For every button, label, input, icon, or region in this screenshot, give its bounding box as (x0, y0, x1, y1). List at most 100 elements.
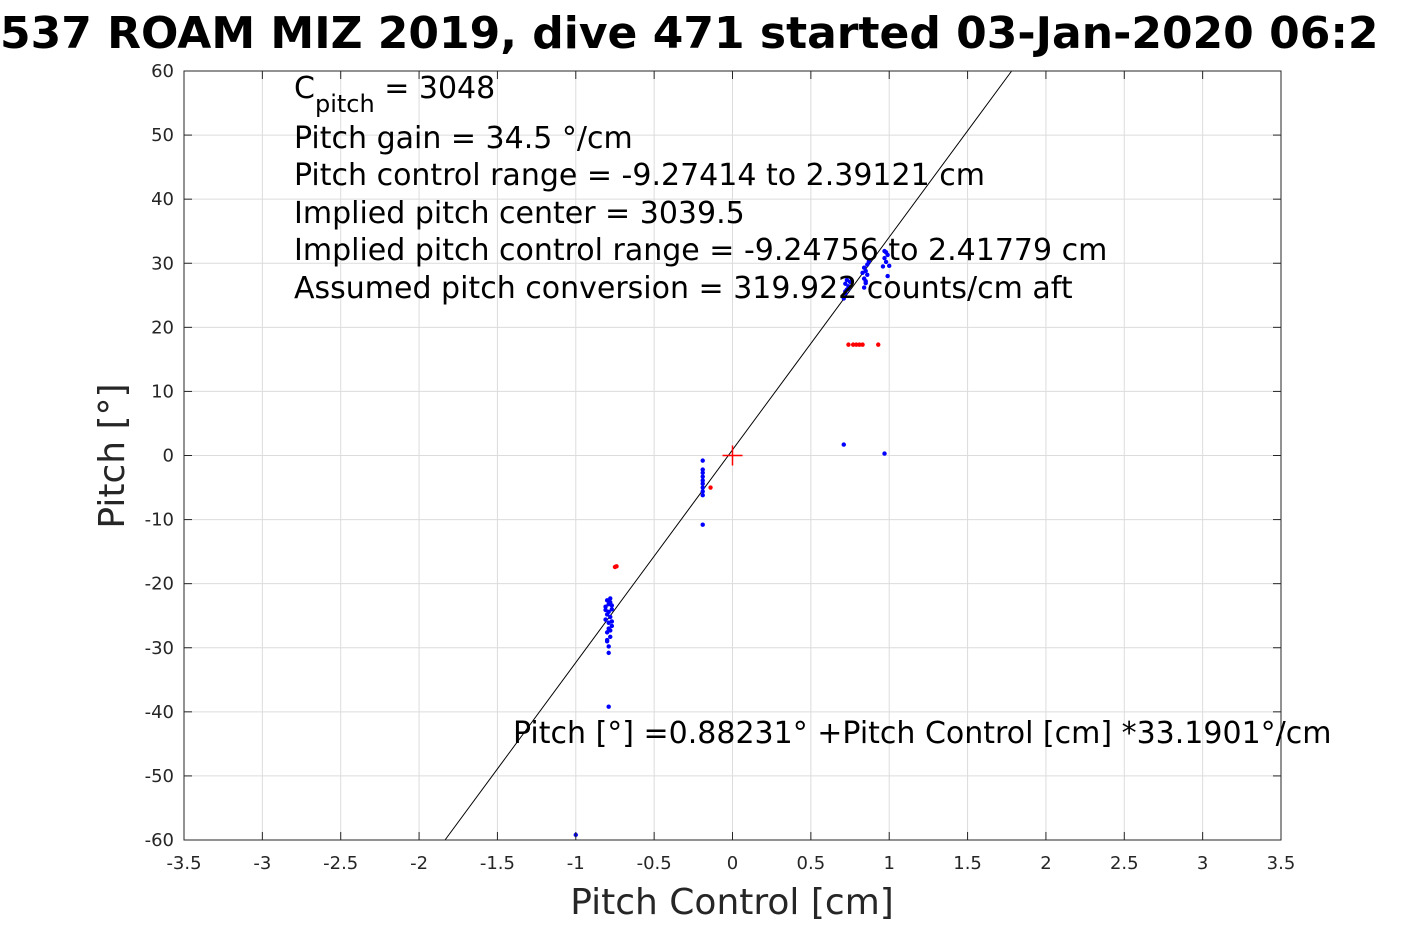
x-tick-label: -2 (410, 853, 428, 874)
blue-data-point (882, 248, 887, 254)
axis-ticks (183, 70, 1282, 841)
blue-data-point (700, 485, 705, 490)
y-tick-label: -20 (145, 574, 174, 595)
blue-data-point (882, 451, 887, 456)
y-tick-label: -10 (145, 510, 174, 531)
x-tick-label: -3 (253, 853, 271, 874)
blue-data-point (844, 277, 850, 283)
blue-data-point (700, 458, 705, 463)
blue-data-point (608, 596, 613, 601)
y-tick-label: 10 (151, 381, 174, 402)
center-marker (722, 445, 743, 466)
c-pitch-value: = 3048 (375, 71, 496, 106)
pitch-gain-annotation: Pitch gain = 34.5 °/cm (294, 121, 633, 156)
blue-data-point (865, 272, 870, 277)
blue-data-point (608, 628, 613, 633)
x-tick-label: 1.5 (953, 853, 982, 874)
blue-data-point (609, 603, 615, 608)
y-tick-label: 60 (151, 61, 174, 82)
blue-data-point (604, 637, 610, 643)
blue-data-point (609, 607, 615, 612)
blue-data-point (861, 265, 867, 270)
blue-data-point (700, 481, 705, 486)
x-tick-label: -1.5 (480, 853, 515, 874)
blue-data-point (700, 474, 705, 479)
x-axis-label: Pitch Control [cm] (570, 882, 894, 923)
c-pitch-subscript: pitch (315, 90, 375, 118)
assumed-pitch-conversion-annotation: Assumed pitch conversion = 319.922 count… (294, 271, 1073, 306)
red-data-point (860, 342, 865, 347)
red-data-point (612, 564, 618, 570)
blue-data-point (861, 285, 867, 290)
blue-data-point (841, 442, 846, 447)
blue-data-point (700, 493, 705, 498)
x-tick-label: -0.5 (637, 853, 672, 874)
x-tick-label: -3.5 (166, 853, 201, 874)
blue-data-point (883, 259, 889, 265)
blue-data-point (841, 296, 846, 301)
blue-data-point (880, 264, 886, 269)
data-points (573, 248, 892, 838)
y-tick-labels: 60 50 40 30 20 10 0 -10 -20 -30 -40 -50 -60 (145, 61, 174, 851)
blue-data-point (700, 478, 705, 483)
red-data-point (850, 342, 856, 347)
blue-data-point (843, 281, 848, 286)
blue-data-point (887, 263, 892, 269)
red-data-point (854, 342, 859, 347)
red-data-point (876, 342, 881, 347)
blue-data-point (606, 704, 611, 709)
blue-data-point (609, 619, 615, 624)
x-tick-label: 3.5 (1267, 853, 1296, 874)
chart-title: 537 ROAM MIZ 2019, dive 471 started 03-J… (0, 8, 1379, 59)
annotation-block: Cpitch = 3048 Pitch gain = 34.5 °/cm Pit… (294, 71, 1331, 751)
blue-data-point (885, 273, 890, 279)
blue-data-point (606, 650, 611, 656)
blue-data-point (603, 607, 608, 613)
blue-data-point (603, 617, 608, 622)
red-data-point (708, 485, 713, 490)
y-tick-label: 50 (151, 125, 174, 146)
y-tick-label: 40 (151, 189, 174, 210)
pitch-control-range-annotation: Pitch control range = -9.27414 to 2.3912… (294, 158, 985, 193)
y-tick-label: -30 (145, 638, 174, 659)
x-tick-label: -1 (567, 853, 585, 874)
blue-data-point (843, 289, 848, 294)
y-tick-label: -40 (145, 702, 174, 723)
implied-pitch-center-annotation: Implied pitch center = 3039.5 (294, 196, 745, 231)
blue-data-point (863, 278, 868, 284)
blue-data-point (882, 255, 887, 261)
fit-equation-annotation: Pitch [°] =0.88231° +Pitch Control [cm] … (513, 716, 1331, 751)
blue-data-point (846, 286, 851, 292)
x-tick-label: -2.5 (323, 853, 358, 874)
blue-data-point (700, 470, 705, 476)
x-tick-label: 1 (883, 853, 894, 874)
y-tick-label: 30 (151, 253, 174, 274)
y-axis-label: Pitch [°] (92, 383, 133, 528)
blue-data-point (608, 634, 613, 640)
blue-data-point (700, 489, 705, 494)
x-tick-label: 0 (727, 853, 738, 874)
x-tick-label: 3 (1197, 853, 1208, 874)
blue-data-point (606, 644, 611, 649)
x-tick-label: 0.5 (797, 853, 826, 874)
blue-data-point (609, 623, 615, 629)
c-pitch-annotation: Cpitch = 3048 (294, 71, 495, 118)
implied-pitch-control-range-annotation: Implied pitch control range = -9.24756 t… (294, 233, 1107, 268)
y-tick-label: -50 (145, 766, 174, 787)
blue-data-point (700, 522, 705, 527)
y-tick-label: 20 (151, 317, 174, 338)
y-tick-label: 0 (163, 446, 174, 467)
plot-area (183, 70, 1282, 841)
blue-data-point (866, 259, 872, 264)
c-pitch-symbol: C (294, 71, 315, 106)
blue-data-point (608, 614, 613, 620)
blue-data-point (860, 270, 865, 276)
blue-data-point (700, 467, 705, 472)
red-data-point (846, 342, 851, 347)
x-tick-label: 2.5 (1110, 853, 1139, 874)
y-tick-label: -60 (145, 830, 174, 851)
blue-data-point (849, 278, 854, 284)
red-data-point (857, 342, 862, 347)
blue-data-point (603, 604, 608, 609)
